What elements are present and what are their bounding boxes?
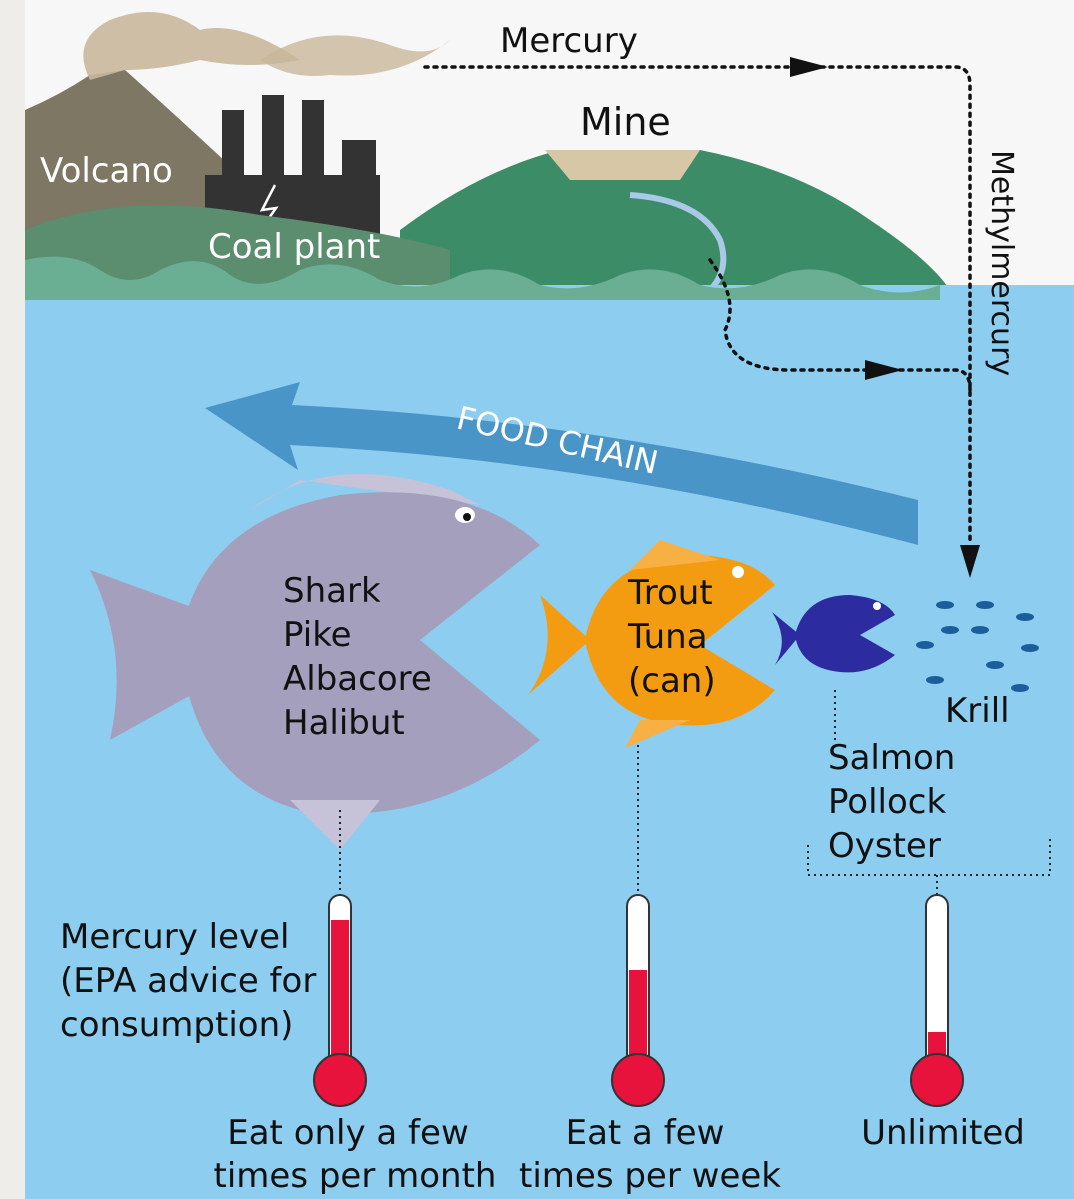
species: Salmon [828,738,955,778]
thermo-fill [331,920,349,1075]
species: Albacore [283,659,432,699]
legend-text: (EPA advice for [60,961,316,1001]
krill [936,601,954,609]
fish-pupil [463,513,471,521]
species: Shark [283,571,381,611]
krill [916,641,934,649]
methylmercury-label: Methylmercury [984,150,1019,376]
advice: Unlimited [861,1113,1025,1153]
mercury-label: Mercury [500,21,638,61]
fish-eye [732,566,744,578]
krill-label: Krill [945,691,1010,731]
krill [941,626,959,634]
thermo-bulb [314,1054,366,1106]
krill [1011,684,1029,692]
thermo-bulb [911,1054,963,1106]
legend-text: Mercury level [60,917,289,957]
thermo-bulb [612,1054,664,1106]
species: (can) [628,661,716,701]
krill [986,661,1004,669]
mine-label: Mine [580,100,671,144]
volcano-label: Volcano [40,151,173,191]
advice: Eat only a few [227,1113,469,1153]
species: Pike [283,615,352,655]
fish-eye [873,602,881,610]
krill [926,676,944,684]
species: Halibut [283,703,405,743]
coal-plant-label: Coal plant [208,227,380,267]
diagram: FOOD CHAIN [0,0,1074,1199]
krill [1021,644,1039,652]
advice: times per week [519,1156,781,1196]
legend-text: consumption) [60,1005,293,1045]
mine-pit [545,150,700,180]
advice: Eat a few [566,1113,725,1153]
krill [1016,613,1034,621]
species: Pollock [828,782,946,822]
species: Oyster [828,826,941,866]
krill [971,626,989,634]
krill [976,601,994,609]
species: Trout [627,573,713,613]
advice: times per month [214,1156,497,1196]
species: Tuna [627,617,708,657]
